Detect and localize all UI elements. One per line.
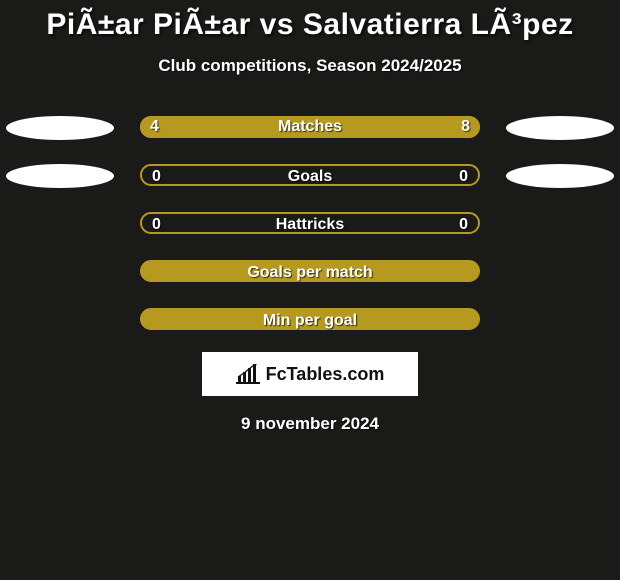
stat-bar: 00Goals xyxy=(140,164,480,186)
row-label: Min per goal xyxy=(142,310,478,332)
stat-row-goals: 00Goals xyxy=(0,164,620,186)
row-label: Hattricks xyxy=(142,214,478,236)
stat-row-hattricks: 00Hattricks xyxy=(0,212,620,234)
branding-text: FcTables.com xyxy=(266,364,385,385)
comparison-rows: 48Matches 00Goals 00Hattricks Goals per mat… xyxy=(0,116,620,330)
label-row-goals-per-match: Goals per match xyxy=(140,260,480,282)
page-title: PiÃ±ar PiÃ±ar vs Salvatierra LÃ³pez xyxy=(0,0,620,42)
right-ellipse xyxy=(506,116,614,140)
stat-row-matches: 48Matches xyxy=(0,116,620,138)
branding-box: FcTables.com xyxy=(202,352,418,396)
stat-bar: 48Matches xyxy=(140,116,480,138)
right-ellipse xyxy=(506,164,614,188)
left-ellipse xyxy=(6,164,114,188)
date-text: 9 november 2024 xyxy=(0,414,620,434)
row-label: Goals xyxy=(142,166,478,188)
row-label: Goals per match xyxy=(142,262,478,284)
left-ellipse xyxy=(6,116,114,140)
row-label: Matches xyxy=(140,116,480,138)
page-subtitle: Club competitions, Season 2024/2025 xyxy=(0,56,620,76)
bar-chart-icon xyxy=(236,364,260,384)
label-row-min-per-goal: Min per goal xyxy=(140,308,480,330)
stat-bar: 00Hattricks xyxy=(140,212,480,234)
